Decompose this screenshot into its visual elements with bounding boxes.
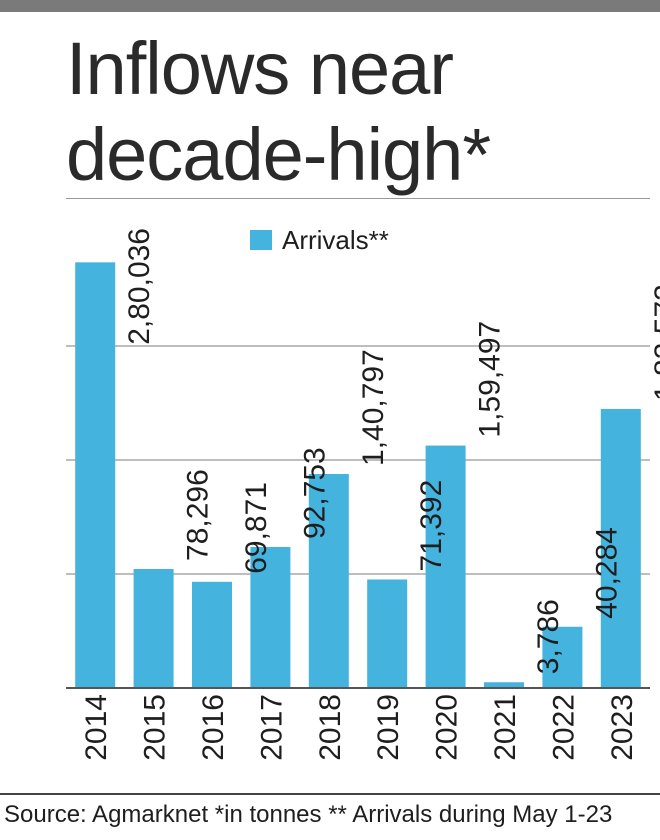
- bar-2015: [133, 568, 174, 688]
- bar-2020: [425, 445, 466, 688]
- value-label-2014: 2,80,036: [123, 228, 156, 345]
- legend: Arrivals**: [250, 225, 389, 255]
- x-tick-2019: 2019: [372, 694, 405, 761]
- bar-2016: [192, 581, 232, 688]
- bar-2017: [250, 547, 291, 688]
- x-tick-2020: 2020: [431, 694, 464, 761]
- value-labels: 2,80,036 78,296 69,871 92,753 1,40,797 71,392…: [123, 228, 660, 674]
- x-tick-labels: 2014 2015 2016 2017 2018 2019 2020 2021 2022 2023: [80, 694, 639, 761]
- bar-2018: [308, 473, 349, 688]
- x-tick-2015: 2015: [139, 694, 172, 761]
- value-label-2022: 40,284: [590, 527, 623, 619]
- title-divider: [66, 198, 650, 199]
- value-label-2019: 71,392: [415, 480, 448, 572]
- x-tick-2021: 2021: [489, 694, 522, 761]
- bar-2019: [367, 579, 408, 688]
- x-tick-2017: 2017: [255, 694, 288, 761]
- bar-2014: [75, 262, 116, 688]
- bar-2023: [600, 408, 641, 688]
- bars: [75, 262, 641, 688]
- x-tick-2023: 2023: [606, 694, 639, 761]
- value-label-2018: 1,40,797: [357, 349, 390, 466]
- footer-divider: [0, 793, 660, 795]
- legend-swatch: [250, 230, 272, 250]
- value-label-2015: 78,296: [182, 469, 215, 561]
- x-tick-2014: 2014: [80, 694, 113, 761]
- legend-label: Arrivals**: [282, 225, 389, 255]
- x-tick-2016: 2016: [197, 694, 230, 761]
- bar-2022: [542, 626, 583, 688]
- x-tick-2022: 2022: [547, 694, 580, 761]
- value-label-2017: 92,753: [298, 447, 331, 539]
- value-label-2020: 1,59,497: [474, 321, 507, 438]
- top-bar: [0, 0, 660, 12]
- bar-2021: [484, 682, 524, 688]
- source-note: Source: Agmarknet *in tonnes ** Arrivals…: [4, 801, 613, 828]
- value-label-2023: 1,83,573: [649, 284, 660, 401]
- value-label-2016: 69,871: [240, 482, 273, 574]
- bar-chart: 2,80,036 78,296 69,871 92,753 1,40,797 71,392…: [66, 225, 660, 761]
- title-line-1: Inflows near: [66, 27, 454, 110]
- x-tick-2018: 2018: [314, 694, 347, 761]
- value-label-2021: 3,786: [532, 599, 565, 674]
- title-line-2: decade-high*: [66, 113, 491, 196]
- chart-title: Inflows near decade-high*: [66, 26, 646, 198]
